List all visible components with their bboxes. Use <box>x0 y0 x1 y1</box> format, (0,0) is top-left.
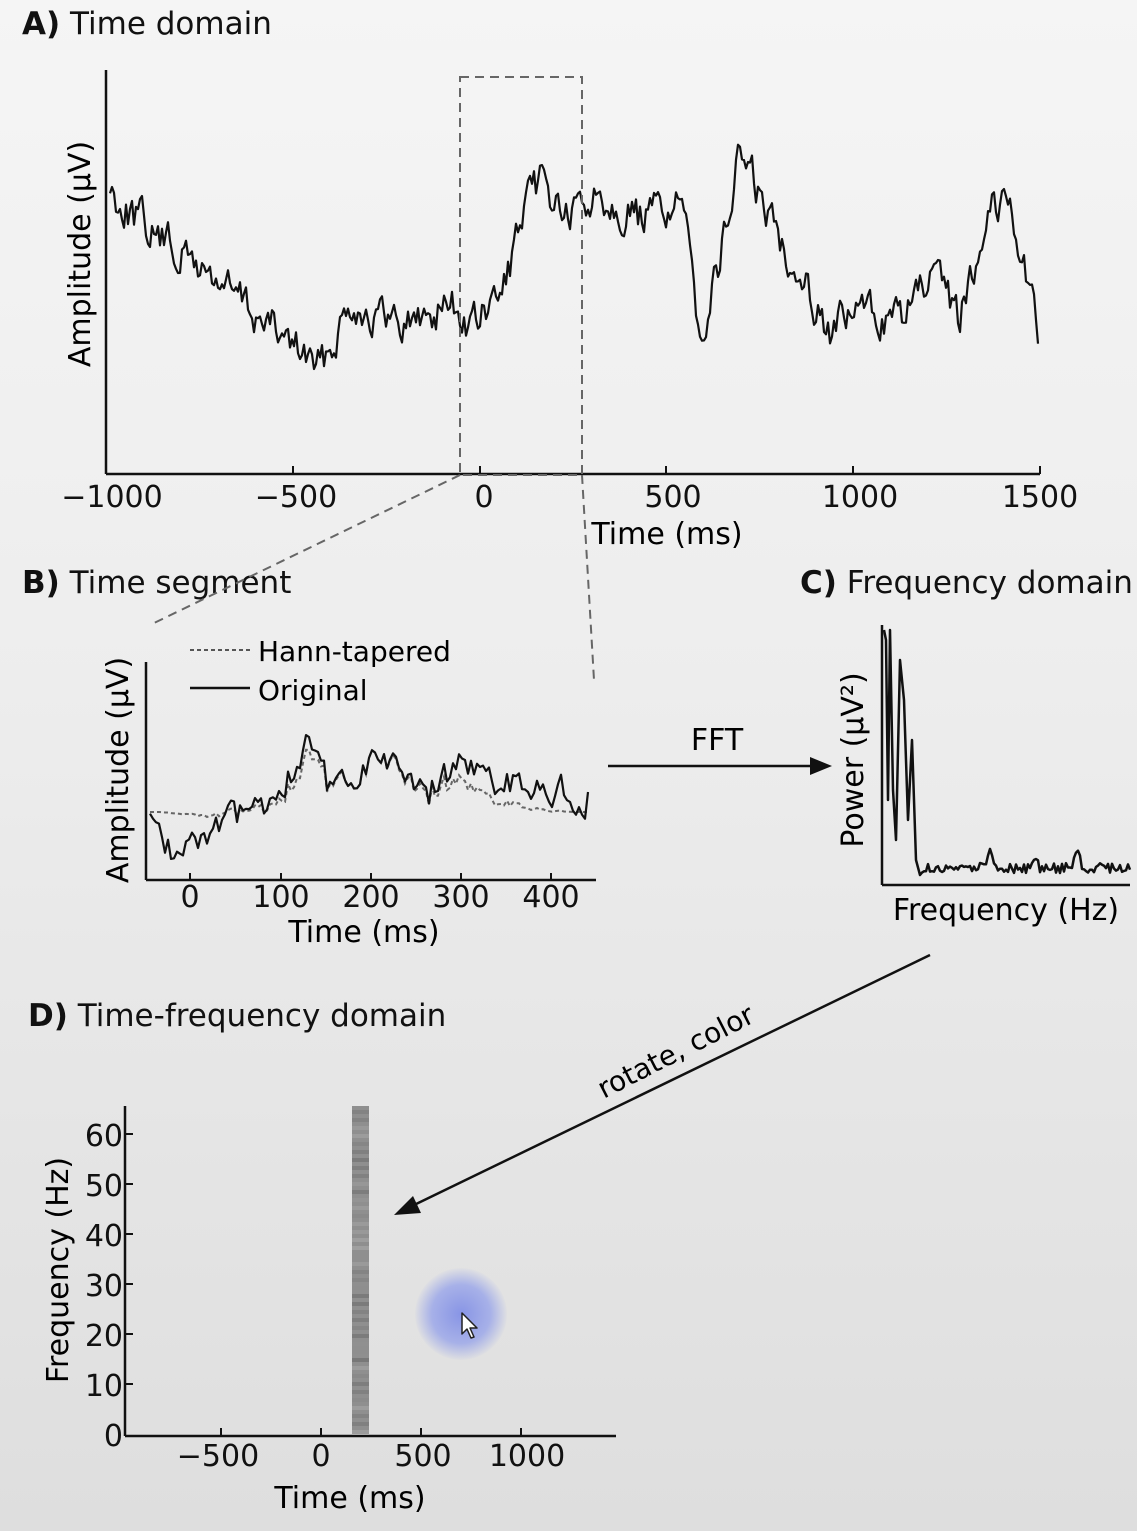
fft-label: FFT <box>691 723 744 758</box>
column-stripe <box>352 1334 369 1338</box>
rotate-color-label: rotate, color <box>592 998 760 1105</box>
column-stripe <box>352 1398 369 1402</box>
column-stripe <box>352 1318 369 1322</box>
panel-c-power-spectrum <box>882 628 1132 877</box>
panel-b-original-trace <box>149 734 590 860</box>
column-stripe <box>352 1382 369 1386</box>
panel-a-xtick: 1500 <box>1002 480 1078 515</box>
column-stripe <box>352 1158 369 1162</box>
fft-arrow <box>608 757 832 775</box>
rotate-color-arrow <box>394 953 931 1215</box>
panel-b-ylabel: Amplitude (µV) <box>101 657 136 883</box>
column-stripe <box>352 1150 369 1154</box>
column-stripe <box>352 1182 369 1186</box>
panel-d-ytick: 20 <box>85 1319 123 1354</box>
column-stripe <box>352 1390 369 1394</box>
column-stripe <box>352 1342 369 1346</box>
column-stripe <box>352 1286 369 1290</box>
column-stripe <box>352 1310 369 1314</box>
column-stripe <box>352 1126 369 1130</box>
panel-d-ytick: 50 <box>85 1169 123 1204</box>
panel-a-xtick: −1000 <box>61 480 162 515</box>
panel-d-ylabel: Frequency (Hz) <box>41 1157 76 1383</box>
panel-a-xlabel: Time (ms) <box>590 517 742 552</box>
column-stripe <box>352 1230 369 1234</box>
column-stripe <box>352 1206 369 1210</box>
column-stripe <box>352 1262 369 1266</box>
panel-d-ytick: 0 <box>104 1419 123 1454</box>
panel-b-tapered-trace <box>150 748 588 819</box>
panel-a-title: A) Time domain <box>22 6 272 42</box>
panel-d-ytick: 30 <box>85 1269 123 1304</box>
panel-d-xtick: 0 <box>311 1439 330 1474</box>
column-stripe <box>352 1238 369 1242</box>
panel-b-xtick: 100 <box>252 880 309 915</box>
column-stripe <box>352 1430 369 1434</box>
column-stripe <box>352 1302 369 1306</box>
panel-d-ytick: 60 <box>85 1119 123 1154</box>
panel-c-axes <box>880 625 1130 887</box>
panel-b-title: B) Time segment <box>22 565 292 601</box>
column-stripe <box>352 1134 369 1138</box>
legend-tapered-label: Hann-tapered <box>258 635 451 668</box>
panel-d-xlabel: Time (ms) <box>273 1481 425 1516</box>
column-stripe <box>352 1422 369 1426</box>
panel-b-axes <box>144 662 596 882</box>
column-stripe <box>352 1270 369 1274</box>
column-stripe <box>352 1414 369 1418</box>
panel-a-xtick: −500 <box>255 480 337 515</box>
column-stripe <box>352 1358 369 1362</box>
column-stripe <box>352 1118 369 1122</box>
panel-d-xtick: 500 <box>394 1439 451 1474</box>
column-stripe <box>352 1406 369 1410</box>
panel-d-title: D) Time-frequency domain <box>28 998 447 1034</box>
panel-d-axes <box>123 1106 616 1438</box>
panel-b-xlabel: Time (ms) <box>287 915 439 950</box>
column-stripe <box>352 1254 369 1258</box>
panel-c-ylabel: Power (µV²) <box>836 672 871 847</box>
mouse-pointer-icon <box>461 1312 478 1339</box>
panel-c-title: C) Frequency domain <box>800 565 1133 601</box>
panel-b-xtick: 300 <box>432 880 489 915</box>
time-frequency-column-stripes <box>352 1110 369 1434</box>
panel-a-eeg-trace <box>108 143 1040 371</box>
cursor-highlight <box>415 1268 507 1360</box>
panel-d-xtick: −500 <box>177 1439 259 1474</box>
column-stripe <box>352 1198 369 1202</box>
panel-b-xtick: 0 <box>180 880 199 915</box>
column-stripe <box>352 1222 369 1226</box>
column-stripe <box>352 1366 369 1370</box>
column-stripe <box>352 1142 369 1146</box>
panel-a-xtick: 0 <box>474 480 493 515</box>
column-stripe <box>352 1174 369 1178</box>
panel-a-axes <box>104 70 1041 476</box>
column-stripe <box>352 1246 369 1250</box>
panel-a-xtick: 1000 <box>822 480 898 515</box>
segment-selection-box <box>149 76 595 681</box>
legend-original-label: Original <box>258 674 368 707</box>
panel-c-xlabel: Frequency (Hz) <box>893 893 1119 928</box>
panel-a-ylabel: Amplitude (µV) <box>63 141 98 367</box>
panel-a-xtick: 500 <box>644 480 701 515</box>
column-stripe <box>352 1294 369 1298</box>
column-stripe <box>352 1278 369 1282</box>
column-stripe <box>352 1110 369 1114</box>
column-stripe <box>352 1350 369 1354</box>
column-stripe <box>352 1190 369 1194</box>
panel-b-xtick: 400 <box>522 880 579 915</box>
panel-d-ytick: 10 <box>85 1369 123 1404</box>
panel-b-legend: Hann-tapered Original <box>190 635 451 707</box>
column-stripe <box>352 1166 369 1170</box>
column-stripe <box>352 1326 369 1330</box>
panel-d-xtick: 1000 <box>489 1439 565 1474</box>
column-stripe <box>352 1374 369 1378</box>
panel-d-ytick: 40 <box>85 1219 123 1254</box>
panel-b-xtick: 200 <box>342 880 399 915</box>
column-stripe <box>352 1214 369 1218</box>
